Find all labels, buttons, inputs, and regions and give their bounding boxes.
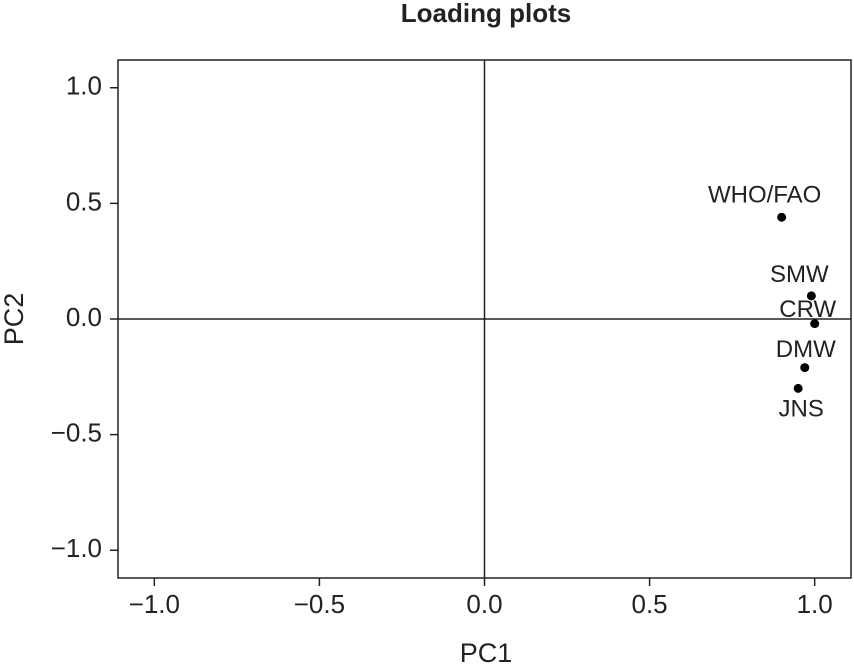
point — [800, 363, 810, 373]
y-tick-label: 0.5 — [66, 186, 102, 216]
y-tick-label: 1.0 — [66, 71, 102, 101]
point — [793, 383, 803, 393]
x-axis-title: PC1 — [460, 638, 513, 668]
point-label: SMW — [770, 261, 829, 288]
point — [777, 212, 787, 222]
y-tick-label: 0.0 — [66, 302, 102, 332]
x-tick-label: 0.0 — [466, 589, 502, 619]
y-tick-label: −0.5 — [51, 418, 102, 448]
x-tick-label: −0.5 — [294, 589, 345, 619]
chart-title: Loading plots — [401, 0, 571, 28]
point-label: DMW — [776, 336, 836, 363]
point-label: WHO/FAO — [708, 182, 821, 209]
y-tick-label: −1.0 — [51, 533, 102, 563]
point — [810, 319, 820, 329]
point-label: CRW — [779, 296, 836, 323]
point — [806, 291, 816, 301]
x-tick-label: −1.0 — [129, 589, 180, 619]
point-label: JNS — [778, 396, 823, 423]
x-tick-label: 1.0 — [797, 589, 833, 619]
y-axis-title: PC2 — [0, 293, 29, 346]
x-tick-label: 0.5 — [632, 589, 668, 619]
